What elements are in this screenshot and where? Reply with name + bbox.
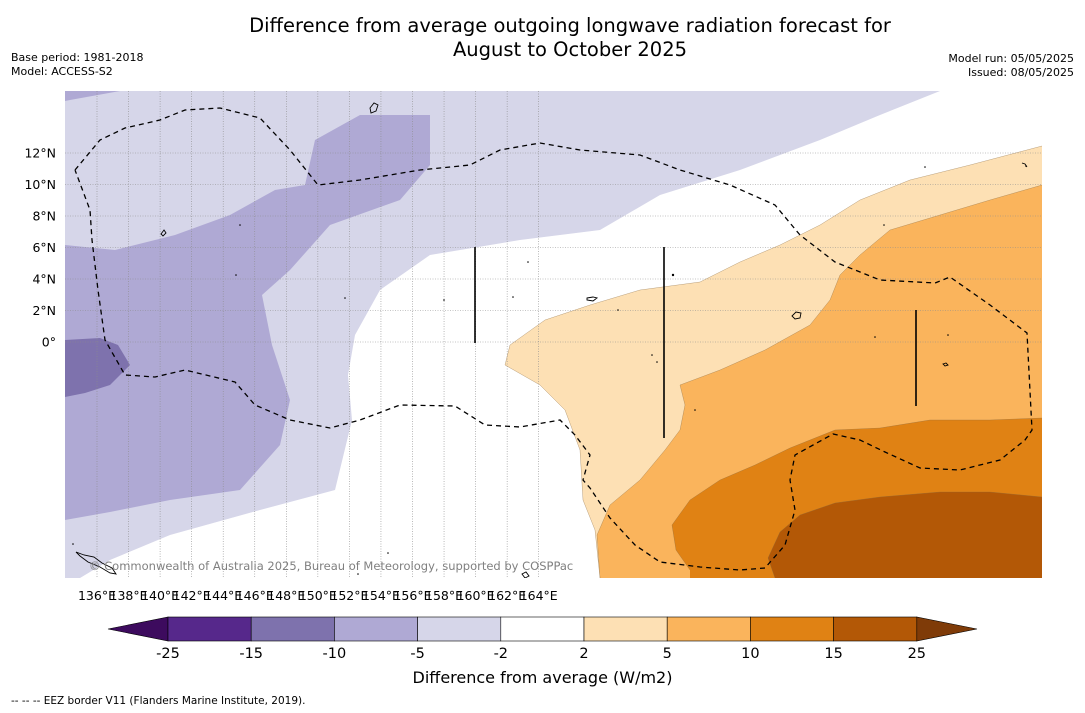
longitude-labels: 136°E138°E140°E142°E144°E146°E148°E150°E…	[78, 588, 558, 603]
base-period-text: Base period: 1981-2018	[11, 51, 144, 64]
contour-lines	[504, 145, 1042, 578]
longitude-label: 138°E	[110, 588, 148, 603]
longitude-label: 140°E	[141, 588, 179, 603]
small-island	[443, 299, 445, 301]
island-outline	[791, 311, 802, 320]
latitude-label: 0°	[42, 335, 56, 350]
colorbar-extend-high	[916, 616, 978, 642]
title-line-2: August to October 2025	[452, 38, 688, 61]
longitude-label: 144°E	[204, 588, 242, 603]
island-outline	[586, 296, 599, 302]
small-island	[72, 543, 74, 545]
colorbar-segment	[750, 616, 834, 642]
small-island	[527, 261, 529, 263]
latitude-label: 4°N	[32, 272, 56, 287]
small-island	[235, 274, 237, 276]
longitude-label: 142°E	[173, 588, 211, 603]
island-outline	[521, 571, 530, 578]
islands	[75, 102, 1028, 578]
longitude-label: 152°E	[330, 588, 368, 603]
small-island	[239, 224, 241, 226]
longitude-label: 154°E	[362, 588, 400, 603]
colorbar-segment	[417, 616, 502, 642]
colorbar-segment	[334, 616, 418, 642]
longitude-label: 164°E	[520, 588, 558, 603]
map-title: Difference from average outgoing longwav…	[0, 14, 1085, 62]
longitude-label: 148°E	[267, 588, 305, 603]
colorbar-segment	[666, 616, 751, 642]
small-islands	[72, 165, 1027, 575]
colorbar-tick-label: -2	[494, 646, 508, 662]
model-run-text: Model run: 05/05/2025	[948, 52, 1074, 65]
anomaly-region-minus15	[65, 338, 130, 397]
longitude-label: 150°E	[299, 588, 337, 603]
colorbar-segment	[833, 616, 918, 642]
colorbar-tick-label: -15	[239, 646, 263, 662]
longitude-label: 158°E	[425, 588, 463, 603]
island-outline	[75, 551, 117, 575]
colorbar-segment	[250, 616, 335, 642]
colorbar-tick-label: 2	[579, 646, 588, 662]
colorbar-tick-label: -5	[410, 646, 424, 662]
small-island	[1025, 165, 1027, 167]
eez-footnote: -- -- -- EEZ border V11 (Flanders Marine…	[11, 695, 306, 707]
copyright-text: © Commonwealth of Australia 2025, Bureau…	[89, 559, 573, 573]
small-island	[694, 409, 696, 411]
anomaly-region-plus15	[768, 492, 1042, 578]
small-island	[874, 336, 876, 338]
small-island	[883, 224, 885, 226]
colorbar-segment	[583, 616, 668, 642]
boundary-ticks	[474, 247, 917, 438]
island-outline	[942, 362, 949, 367]
longitude-label: 146°E	[236, 588, 274, 603]
small-island	[344, 297, 346, 299]
colorbar-segment	[167, 616, 252, 642]
colorbar: -25 -15 -10 -5 -2 2 5 10 15 25	[107, 616, 978, 662]
colorbar-tick-label: 25	[908, 646, 926, 662]
colorbar-title: Difference from average (W/m2)	[412, 668, 673, 687]
longitude-label: 160°E	[457, 588, 495, 603]
longitude-label: 136°E	[78, 588, 116, 603]
colorbar-segment	[500, 616, 585, 642]
meta-left: Base period: 1981-2018 Model: ACCESS-S2	[11, 51, 143, 79]
small-island	[651, 354, 653, 356]
latitude-label: 10°N	[24, 177, 56, 192]
model-text: Model: ACCESS-S2	[11, 65, 113, 78]
latitude-label: 8°N	[32, 209, 56, 224]
colorbar-extend-low	[107, 616, 169, 642]
issued-text: Issued: 08/05/2025	[967, 66, 1074, 79]
colorbar-tick-label: 5	[663, 646, 672, 662]
longitude-label: 156°E	[393, 588, 431, 603]
island-outline	[160, 229, 167, 237]
latitude-label: 12°N	[24, 146, 56, 161]
small-island	[617, 309, 619, 311]
latitude-label: 6°N	[32, 240, 56, 255]
title-line-1: Difference from average outgoing longwav…	[249, 14, 891, 37]
latitude-label: 2°N	[32, 303, 56, 318]
anomaly-field: © Commonwealth of Australia 2025, Bureau…	[65, 91, 1042, 578]
small-island	[947, 334, 949, 336]
small-island	[387, 552, 389, 554]
colorbar-tick-label: 10	[741, 646, 759, 662]
meta-right: Model run: 05/05/2025 Issued: 08/05/2025	[948, 52, 1074, 80]
colorbar-tick-label: -25	[156, 646, 180, 662]
anomaly-region-minus10	[65, 91, 430, 520]
small-island	[671, 273, 675, 277]
colorbar-tick-label: -10	[323, 646, 347, 662]
latitude-labels: 12°N 10°N 8°N 6°N 4°N 2°N 0°	[24, 146, 56, 350]
longitude-label: 162°E	[488, 588, 526, 603]
small-island	[357, 573, 359, 575]
colorbar-tick-label: 15	[824, 646, 842, 662]
small-island	[656, 361, 658, 363]
graticule	[65, 91, 1042, 578]
small-island	[924, 166, 926, 168]
island-outline	[369, 102, 379, 114]
small-island	[512, 296, 514, 298]
